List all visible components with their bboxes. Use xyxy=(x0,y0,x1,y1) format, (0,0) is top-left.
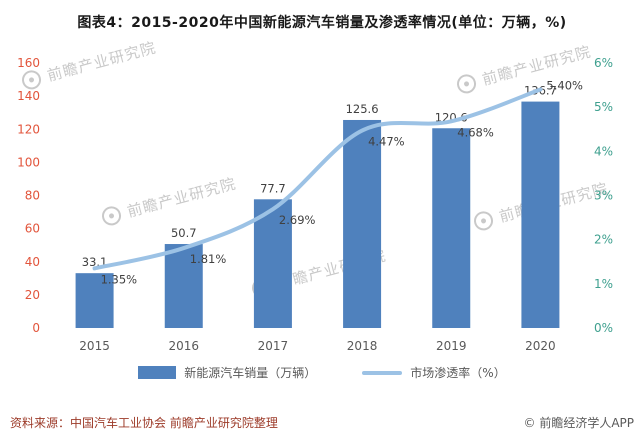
legend-sales-label: 新能源汽车销量（万辆） xyxy=(184,366,317,380)
bar-value-label: 50.7 xyxy=(171,226,197,240)
left-axis-tick: 20 xyxy=(25,288,40,302)
left-axis-tick: 40 xyxy=(25,255,40,269)
right-axis-tick: 4% xyxy=(594,144,613,158)
sales-bar xyxy=(432,128,471,328)
bar-value-label: 125.6 xyxy=(346,102,379,116)
line-value-label: 4.68% xyxy=(457,125,494,139)
right-axis-tick: 6% xyxy=(594,56,613,70)
chart-title: 图表4：2015-2020年中国新能源汽车销量及渗透率情况(单位：万辆，%) xyxy=(77,15,567,31)
x-axis-label: 2018 xyxy=(347,339,378,353)
left-axis-tick: 120 xyxy=(17,122,40,136)
right-axis-tick: 3% xyxy=(594,189,613,203)
left-axis-tick: 0 xyxy=(32,321,40,335)
x-axis-label: 2015 xyxy=(79,339,110,353)
legend-penetration-label: 市场渗透率（%） xyxy=(410,366,506,380)
source-text: 资料来源：中国汽车工业协会 前瞻产业研究院整理 xyxy=(10,416,278,430)
right-axis-tick: 0% xyxy=(594,321,613,335)
bar-value-label: 77.7 xyxy=(260,181,286,195)
copyright-text: © 前瞻经济学人APP xyxy=(523,416,635,430)
line-value-label: 1.81% xyxy=(190,252,227,266)
footer: 资料来源：中国汽车工业协会 前瞻产业研究院整理 © 前瞻经济学人APP xyxy=(10,414,634,431)
sales-bar xyxy=(75,273,114,328)
left-axis-tick: 160 xyxy=(17,56,40,70)
chart-plot-area: 0 20 40 60 80 100 120 140 160 0% 1% 2% 3% 4% 5% 6% 2015 2… xyxy=(17,56,613,353)
line-value-label: 2.69% xyxy=(279,213,316,227)
x-axis-label: 2020 xyxy=(525,339,556,353)
left-axis-tick: 140 xyxy=(17,89,40,103)
right-axis-tick: 1% xyxy=(594,277,613,291)
sales-bar xyxy=(164,244,203,328)
right-axis-tick: 5% xyxy=(594,100,613,114)
sales-bar xyxy=(253,199,292,328)
right-axis-tick: 2% xyxy=(594,233,613,247)
line-value-label: 4.47% xyxy=(368,135,405,149)
x-axis-label: 2016 xyxy=(168,339,199,353)
legend: 新能源汽车销量（万辆） 市场渗透率（%） xyxy=(0,364,644,381)
legend-line-swatch xyxy=(362,370,403,375)
legend-item-sales: 新能源汽车销量（万辆） xyxy=(138,364,316,381)
left-axis-tick: 100 xyxy=(17,155,40,169)
legend-item-penetration: 市场渗透率（%） xyxy=(362,364,506,381)
legend-bar-swatch xyxy=(138,366,177,379)
left-axis-tick: 60 xyxy=(25,222,40,236)
x-axis-label: 2017 xyxy=(258,339,289,353)
sales-bar xyxy=(521,101,560,328)
line-value-label: 1.35% xyxy=(101,272,138,286)
line-value-label: 5.40% xyxy=(546,79,583,93)
sales-bar xyxy=(343,119,382,328)
x-axis-label: 2019 xyxy=(436,339,467,353)
penetration-line xyxy=(92,87,543,271)
left-axis-tick: 80 xyxy=(25,189,40,203)
